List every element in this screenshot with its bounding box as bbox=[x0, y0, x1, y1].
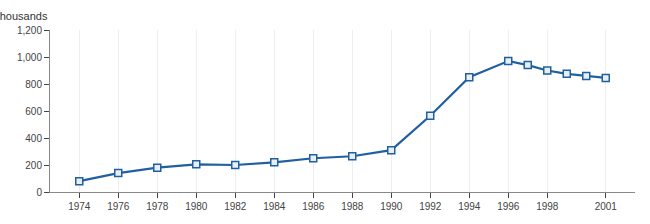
svg-text:1974: 1974 bbox=[68, 201, 91, 212]
svg-text:1986: 1986 bbox=[302, 201, 325, 212]
svg-text:1,000: 1,000 bbox=[17, 52, 42, 63]
svg-text:1998: 1998 bbox=[536, 201, 559, 212]
svg-text:0: 0 bbox=[36, 187, 42, 198]
svg-text:200: 200 bbox=[25, 160, 42, 171]
svg-text:1982: 1982 bbox=[224, 201, 247, 212]
svg-text:600: 600 bbox=[25, 106, 42, 117]
svg-text:Thousands: Thousands bbox=[0, 10, 48, 22]
svg-text:1980: 1980 bbox=[185, 201, 208, 212]
svg-text:2001: 2001 bbox=[595, 201, 618, 212]
svg-text:1996: 1996 bbox=[497, 201, 520, 212]
svg-text:1978: 1978 bbox=[146, 201, 169, 212]
svg-text:1990: 1990 bbox=[380, 201, 403, 212]
svg-text:1984: 1984 bbox=[263, 201, 286, 212]
svg-text:400: 400 bbox=[25, 133, 42, 144]
svg-text:1992: 1992 bbox=[419, 201, 442, 212]
svg-text:1994: 1994 bbox=[458, 201, 481, 212]
svg-text:800: 800 bbox=[25, 79, 42, 90]
svg-text:1,200: 1,200 bbox=[17, 25, 42, 36]
svg-text:1988: 1988 bbox=[341, 201, 364, 212]
svg-text:1976: 1976 bbox=[107, 201, 130, 212]
